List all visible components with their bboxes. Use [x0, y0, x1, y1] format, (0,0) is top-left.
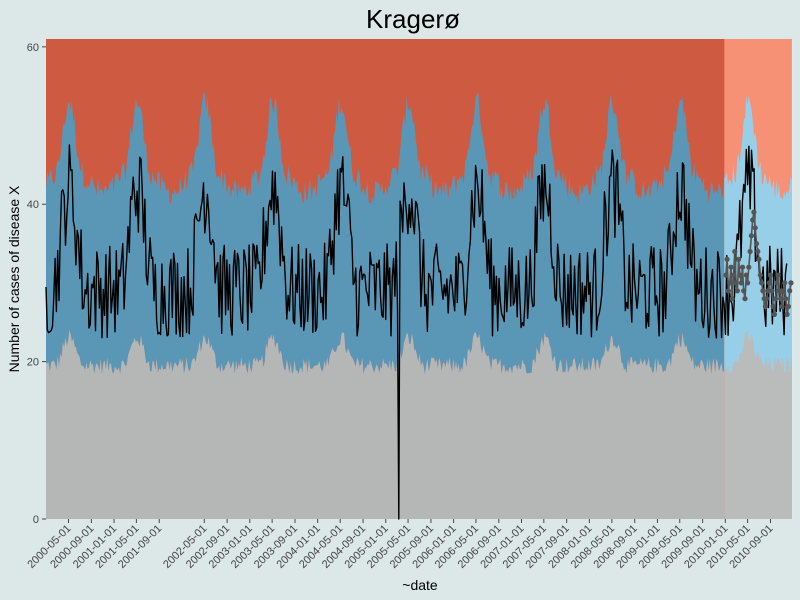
forecast-point	[733, 280, 739, 286]
low-band-history	[46, 329, 726, 519]
forecast-point	[738, 280, 744, 286]
forecast-point	[784, 311, 790, 317]
forecast-point	[783, 296, 789, 302]
forecast-point	[723, 272, 729, 278]
forecast-point	[782, 280, 788, 286]
forecast-point	[770, 303, 776, 310]
forecast-point	[766, 280, 772, 286]
forecast-point	[773, 296, 779, 302]
forecast-point	[732, 248, 738, 255]
forecast-point	[760, 288, 766, 294]
y-axis-title: Number of cases of disease X	[6, 185, 22, 372]
forecast-point	[737, 272, 743, 278]
forecast-point	[736, 256, 742, 262]
normal-band-history	[46, 91, 726, 375]
forecast-point	[724, 256, 730, 262]
forecast-point	[767, 272, 774, 278]
forecast-point	[750, 217, 756, 223]
forecast-line	[725, 211, 792, 315]
forecast-point	[728, 264, 734, 270]
y-tick-label: 0	[33, 514, 39, 526]
observed-line	[45, 144, 788, 520]
forecast-point	[787, 288, 793, 294]
forecast-point	[769, 288, 775, 294]
forecast-point	[765, 288, 771, 294]
forecast-point	[742, 296, 748, 302]
forecast-point	[775, 272, 781, 278]
y-tick-label: 40	[27, 199, 39, 211]
forecast-point	[729, 296, 735, 302]
forecast-point	[776, 288, 783, 294]
forecast-point	[753, 241, 760, 247]
forecast-point	[788, 280, 794, 286]
forecast-point	[774, 280, 780, 286]
forecast-point	[779, 303, 785, 310]
forecast-point	[725, 288, 732, 294]
low-band-forecast	[724, 331, 792, 519]
forecast-point	[756, 256, 762, 262]
forecast-point	[751, 209, 757, 215]
forecast-point	[727, 280, 733, 286]
forecast-point	[785, 303, 792, 310]
forecast-point	[734, 288, 741, 294]
forecast-point	[771, 311, 778, 317]
forecast-point	[739, 264, 746, 270]
forecast-point	[778, 296, 784, 302]
forecast-point	[748, 233, 755, 239]
forecast-point	[743, 272, 749, 278]
y-tick-label: 60	[27, 42, 39, 54]
forecast-point	[752, 225, 758, 231]
forecast-point	[762, 303, 769, 310]
forecast-point	[741, 288, 747, 294]
forecast-point	[747, 248, 753, 255]
forecast-point	[757, 272, 763, 278]
y-tick-label: 20	[27, 357, 39, 369]
x-axis-title: ~date	[402, 577, 438, 593]
forecast-point	[780, 288, 786, 294]
forecast-point	[755, 248, 761, 255]
forecast-point	[764, 296, 770, 302]
forecast-point	[746, 264, 752, 270]
chart-title: Kragerø	[366, 4, 460, 34]
forecast-point	[730, 272, 737, 278]
forecast-point	[759, 280, 765, 286]
y-axis: 0 20 40 60	[27, 42, 46, 526]
forecast-point	[745, 280, 751, 286]
plot-area	[45, 39, 794, 520]
